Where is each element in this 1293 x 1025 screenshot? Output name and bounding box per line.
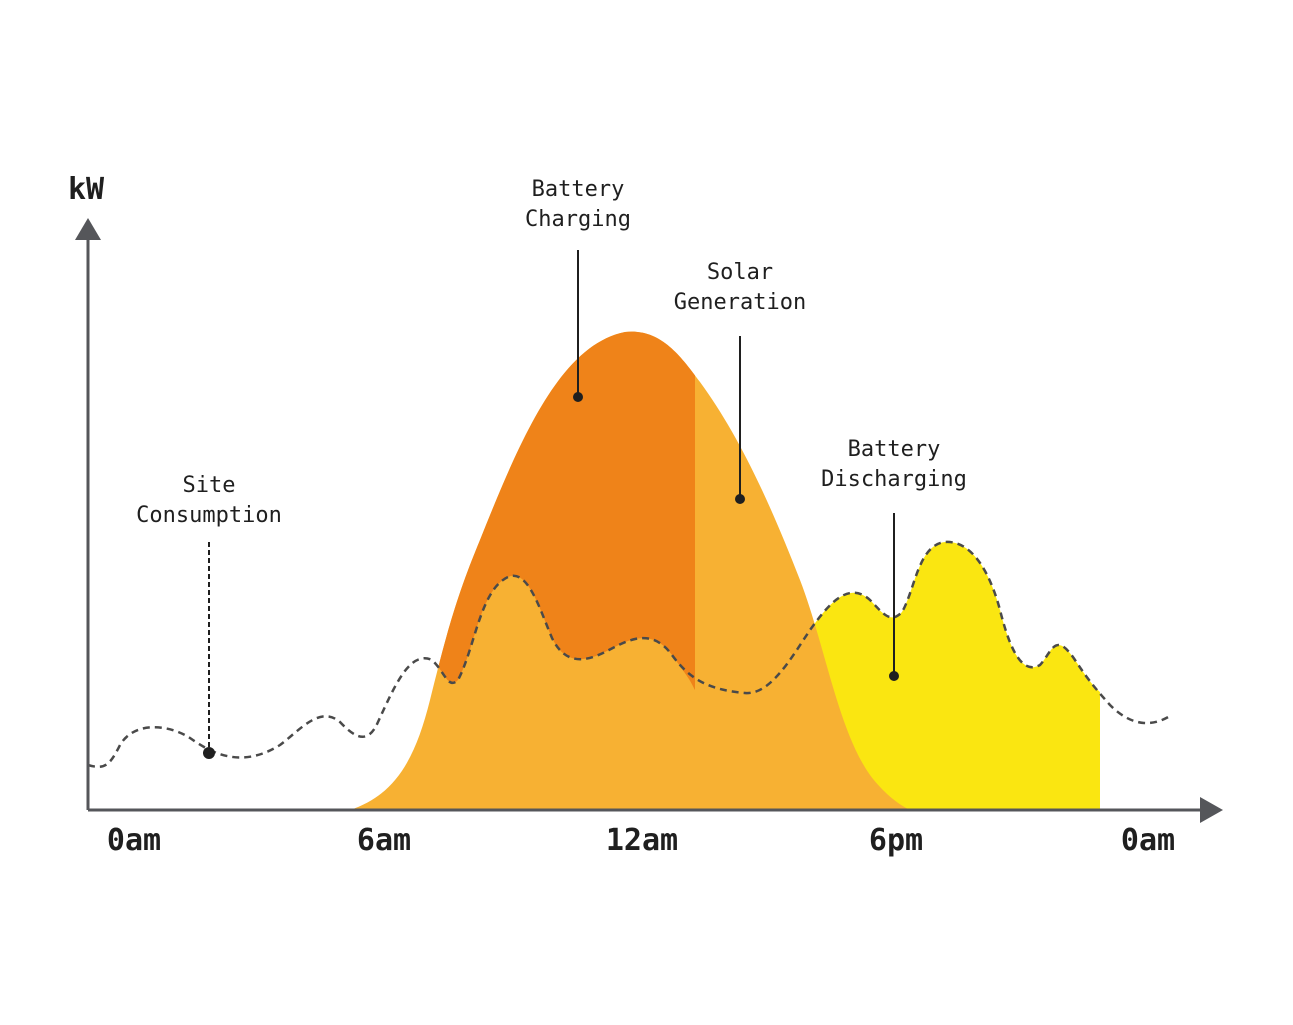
battery-charging-marker <box>573 392 583 402</box>
y-axis-unit: kW <box>68 172 105 207</box>
site-consumption-line <box>87 540 1171 769</box>
battery-charging-label-line1: Battery <box>532 177 625 202</box>
x-tick-label: 6am <box>357 823 411 858</box>
x-axis-arrow-icon <box>1200 797 1223 823</box>
x-tick-label: 12am <box>606 823 678 858</box>
battery-discharging-marker <box>889 671 899 681</box>
y-axis-arrow-icon <box>75 218 101 240</box>
site-consumption-label-line2: Consumption <box>136 503 282 528</box>
battery-charging-label-line2: Charging <box>525 207 631 232</box>
battery-discharging-label-line2: Discharging <box>821 467 967 492</box>
solar-generation-label-line1: Solar <box>707 260 773 285</box>
solar-generation-label-line2: Generation <box>674 290 806 315</box>
x-tick-label: 0am <box>107 823 161 858</box>
x-tick-label: 0am <box>1121 823 1175 858</box>
battery-charging-area <box>420 331 695 690</box>
site-consumption-label-line1: Site <box>183 473 236 498</box>
battery-discharging-label-line1: Battery <box>848 437 941 462</box>
site-consumption-marker <box>203 747 215 759</box>
x-tick-label: 6pm <box>869 823 923 858</box>
solar-generation-marker <box>735 494 745 504</box>
